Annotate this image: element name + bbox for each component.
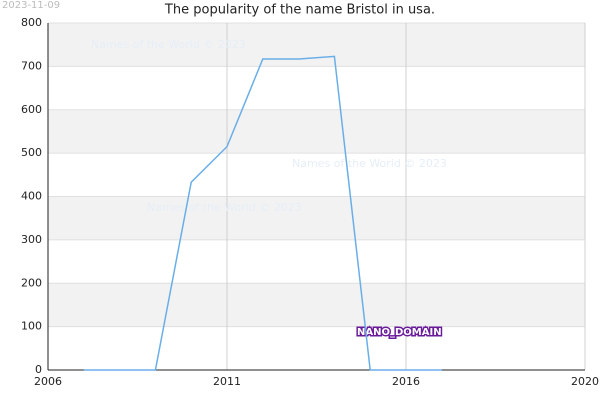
watermark: Names of the World © 2023	[292, 157, 447, 170]
y-tick-label: 600	[21, 103, 42, 116]
y-tick-label: 100	[21, 320, 42, 333]
date-stamp: 2023-11-09	[2, 0, 60, 11]
y-tick-label: 300	[21, 233, 42, 246]
watermark: Names of the World © 2023	[147, 201, 302, 214]
grid-band	[48, 109, 585, 154]
grid-band	[48, 23, 585, 67]
x-tick-label: 2016	[392, 375, 420, 388]
y-tick-label: 700	[21, 59, 42, 72]
annotation: NANO_DOMAIN	[357, 327, 442, 338]
y-tick-label: 200	[21, 276, 42, 289]
grid-band	[48, 283, 585, 327]
watermark: Names of the World © 2023	[91, 38, 246, 51]
x-tick-label: 2006	[34, 375, 62, 388]
y-tick-label: 800	[21, 16, 42, 29]
plot-area	[47, 22, 586, 371]
grid-band	[48, 196, 585, 240]
chart-title: The popularity of the name Bristol in us…	[164, 3, 435, 18]
y-tick-label: 0	[35, 363, 42, 376]
series-line	[83, 55, 442, 371]
x-tick-label: 2011	[213, 375, 241, 388]
x-tick-label: 2020	[571, 375, 599, 388]
y-tick-label: 400	[21, 190, 42, 203]
y-tick-label: 500	[21, 146, 42, 159]
